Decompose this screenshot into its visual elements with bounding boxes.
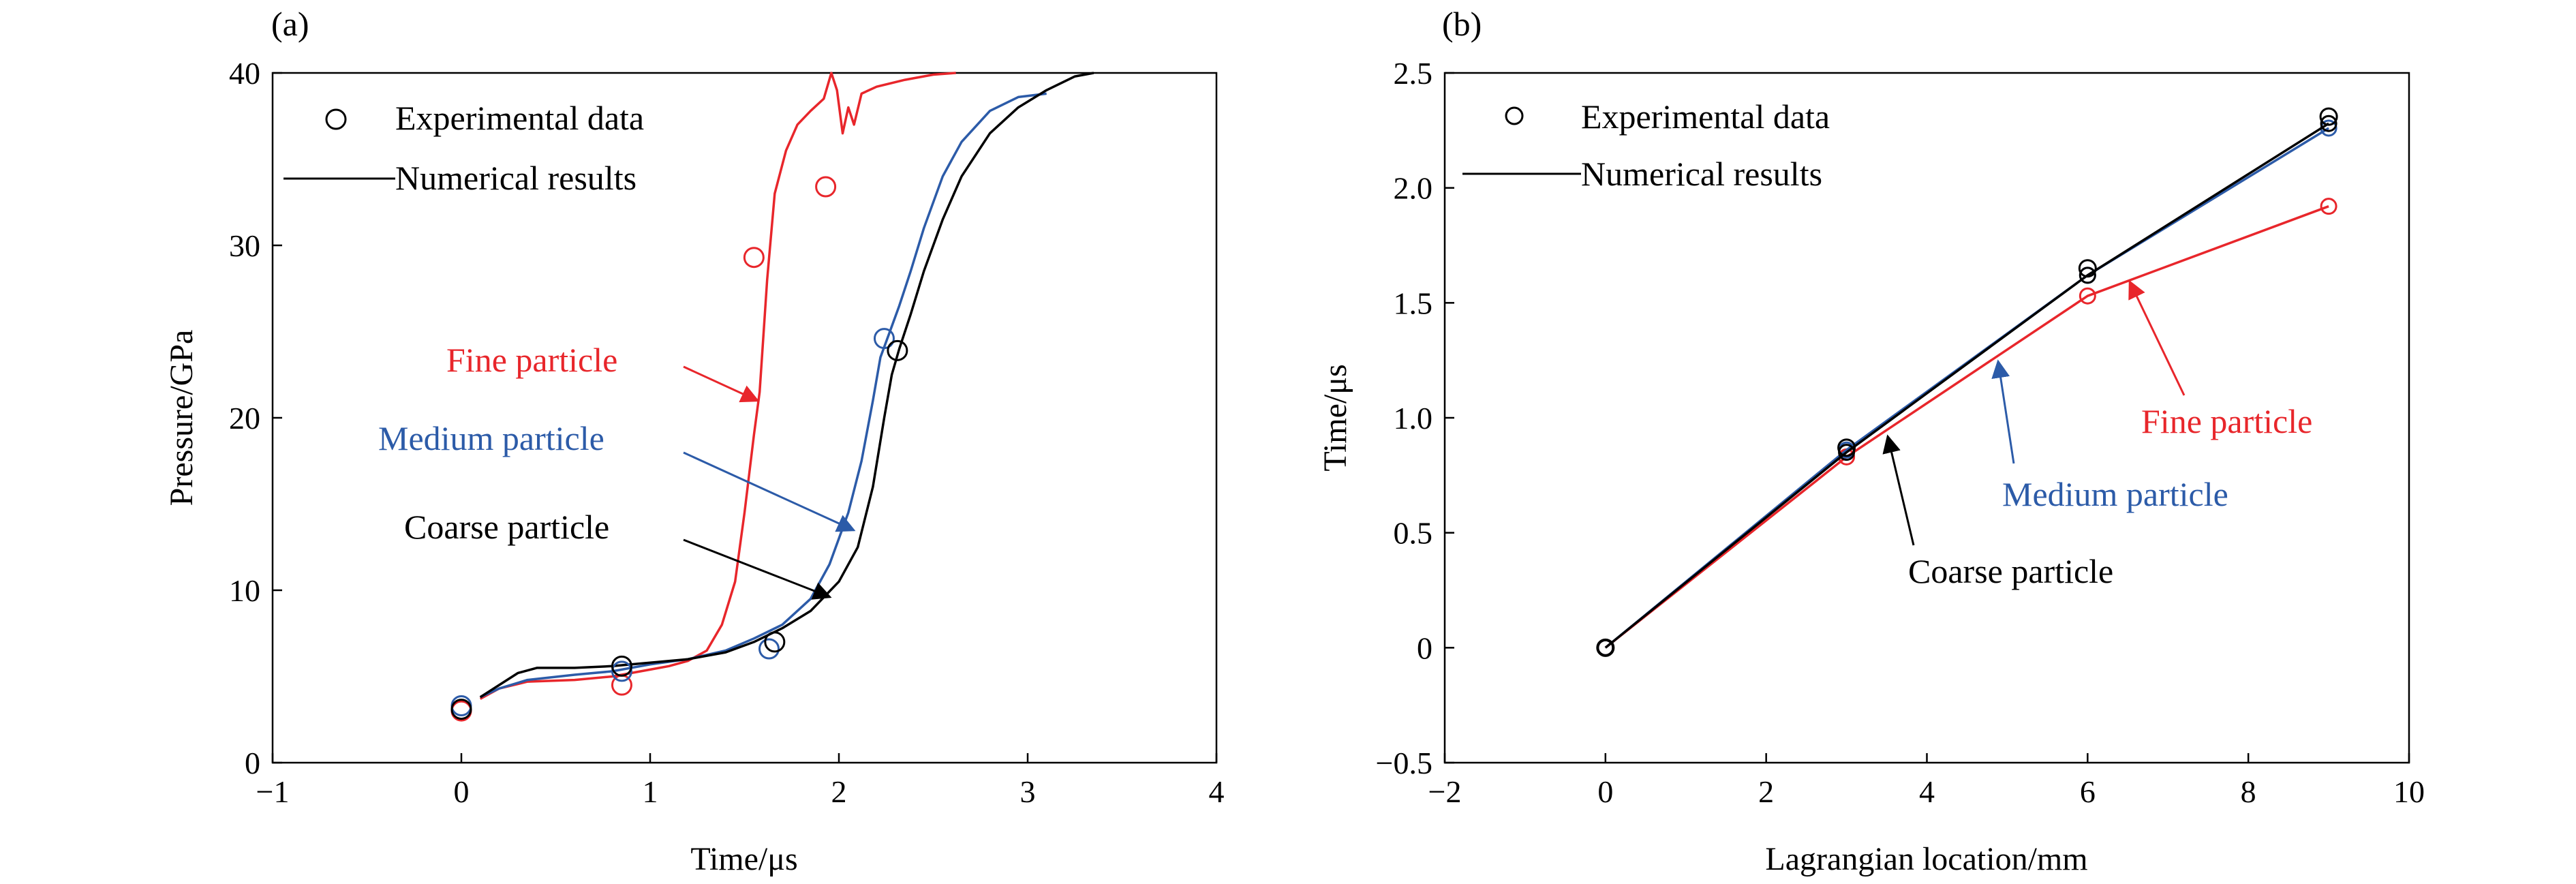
panel-b-xtick-label: 0 xyxy=(1597,774,1613,809)
panel-b-xtick-label: 8 xyxy=(2241,774,2256,809)
panel-a-ytick-label: 10 xyxy=(229,573,260,608)
data-point-coarse xyxy=(611,655,632,677)
arrow-fine-b xyxy=(2128,279,2186,396)
panel-a-legend: Experimental data Numerical results xyxy=(283,99,644,197)
series-line-coarse xyxy=(1604,122,2330,649)
data-point-medium xyxy=(873,328,895,350)
legend-label-experimental: Experimental data xyxy=(395,99,644,137)
panel-b-ticks: −2 0 2 4 6 8 10 −0.5 0 0.5 1.0 1.5 2.0 2.5 xyxy=(1376,56,2425,809)
panel-a-xlabel: Time/μs xyxy=(690,841,797,877)
legend-label-numerical: Numerical results xyxy=(1581,155,1822,193)
experimental-point xyxy=(2078,259,2097,278)
data-point-coarse xyxy=(450,699,472,720)
series-line-fine xyxy=(479,72,956,700)
data-point-coarse xyxy=(764,631,786,653)
panel-b-ytick-label: −0.5 xyxy=(1376,746,1432,780)
panel-a-xtick-label: 1 xyxy=(643,774,658,809)
data-point-coarse xyxy=(887,339,908,361)
series-line-fine xyxy=(1604,205,2329,649)
series-point-coarse xyxy=(2320,115,2337,132)
panel-a-ytick-label: 20 xyxy=(229,401,260,436)
panel-b-label: (b) xyxy=(1442,5,1482,43)
panel-a-series xyxy=(450,72,1094,722)
panel-a-xtick-label: 4 xyxy=(1209,774,1225,809)
arrow-medium-a xyxy=(683,451,856,532)
arrow-coarse-a xyxy=(683,538,832,600)
panel-a-xtick-label: 0 xyxy=(454,774,470,809)
panel-b-series xyxy=(1596,107,2338,657)
panel-b-xtick-label: 6 xyxy=(2080,774,2096,809)
panel-b-xtick-label: 10 xyxy=(2393,774,2425,809)
annotation-fine-b: Fine particle xyxy=(2141,402,2312,440)
data-point-medium xyxy=(758,638,780,660)
series-point-fine xyxy=(2079,287,2096,305)
experimental-point xyxy=(1596,638,1615,657)
panel-b-annotations: Fine particle Medium particle Coarse par… xyxy=(1882,279,2312,590)
panel-a-ytick-label: 30 xyxy=(229,228,260,263)
annotation-fine-a: Fine particle xyxy=(446,341,617,379)
data-point-fine xyxy=(450,700,472,722)
annotation-medium-a: Medium particle xyxy=(378,419,604,457)
panel-b-ytick-label: 1.0 xyxy=(1394,401,1433,436)
legend-label-numerical: Numerical results xyxy=(395,159,637,197)
panel-b-legend: Experimental data Numerical results xyxy=(1462,97,1830,193)
legend-label-experimental: Experimental data xyxy=(1581,97,1830,136)
arrow-medium-b xyxy=(1991,359,2015,464)
panel-b-ytick-label: 2.5 xyxy=(1394,56,1433,91)
data-point-medium xyxy=(611,660,632,682)
series-point-coarse xyxy=(2079,266,2096,284)
legend-marker-experimental xyxy=(325,108,347,130)
panel-b-xlabel: Lagrangian location/mm xyxy=(1765,841,2087,877)
experimental-point xyxy=(1837,438,1856,457)
panel-b-ytick-label: 0 xyxy=(1417,630,1432,665)
panel-b-ytick-label: 0.5 xyxy=(1394,516,1433,551)
legend-marker-experimental xyxy=(1505,106,1524,125)
panel-a-xtick-label: 3 xyxy=(1020,774,1036,809)
panel-a-xtick-label: −1 xyxy=(256,774,290,809)
panel-a-ytick-label: 0 xyxy=(245,746,260,780)
arrow-coarse-b xyxy=(1882,434,1915,546)
panel-b-xtick-label: 4 xyxy=(1919,774,1935,809)
panel-b-xtick-label: −2 xyxy=(1428,774,1462,809)
data-point-fine xyxy=(743,247,765,269)
series-line-coarse xyxy=(479,72,1094,699)
panel-a-ylabel: Pressure/GPa xyxy=(164,330,200,506)
series-point-fine xyxy=(2320,198,2337,215)
panel-b-ylabel: Time/μs xyxy=(1317,364,1353,471)
experimental-point xyxy=(2319,107,2338,126)
panel-b-xtick-label: 2 xyxy=(1758,774,1774,809)
annotation-coarse-a: Coarse particle xyxy=(404,508,609,546)
data-point-fine xyxy=(815,176,837,198)
annotation-medium-b: Medium particle xyxy=(2002,475,2228,513)
panel-a-ytick-label: 40 xyxy=(229,56,260,91)
panel-b-ytick-label: 1.5 xyxy=(1394,286,1433,320)
annotation-coarse-b: Coarse particle xyxy=(1908,552,2113,590)
panel-b-ytick-label: 2.0 xyxy=(1394,171,1433,206)
arrow-fine-a xyxy=(683,365,760,403)
panel-a-label: (a) xyxy=(271,5,309,43)
panel-a-xtick-label: 2 xyxy=(831,774,847,809)
panel-a-annotations: Fine particle Medium particle Coarse par… xyxy=(378,341,856,600)
panel-b: (b) −2 0 2 4 6 8 10 −0.5 0 0.5 1.0 1.5 2.0 2.5 Lagran… xyxy=(1317,5,2425,877)
